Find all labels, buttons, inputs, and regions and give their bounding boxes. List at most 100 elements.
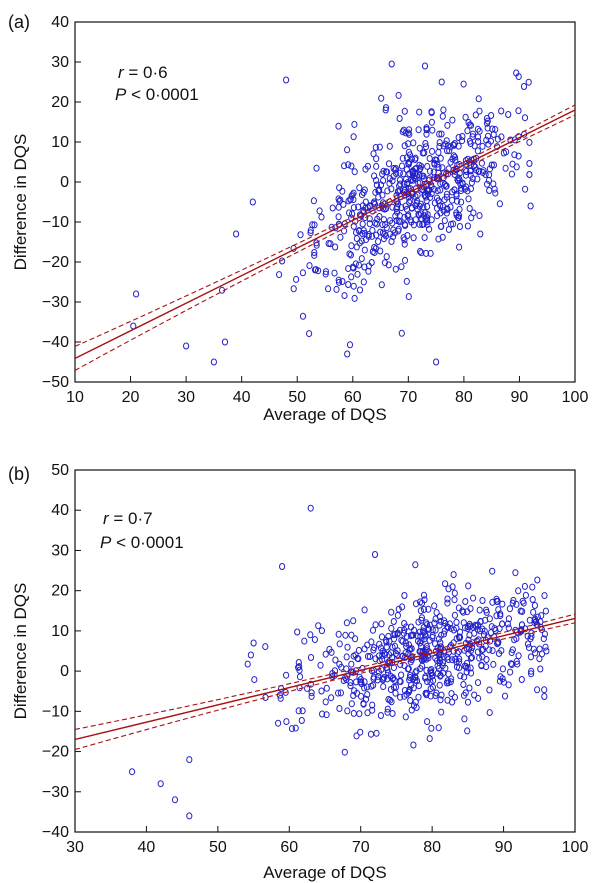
data-point [432,615,439,623]
data-point [322,268,330,276]
data-point [357,728,364,736]
data-point [401,240,408,248]
data-point [443,137,450,145]
data-point [390,618,397,625]
data-point [183,342,190,350]
data-point [247,651,254,659]
data-point [402,222,409,230]
data-point [444,677,451,685]
data-point [323,711,330,719]
data-point [129,768,136,776]
data-point [465,623,472,631]
data-point [492,627,499,634]
data-point [499,665,506,673]
data-point [346,341,354,349]
data-point [497,673,504,681]
data-point [445,670,452,678]
data-point [348,631,355,639]
data-point [383,643,390,651]
data-point [392,166,399,174]
data-point [541,693,548,700]
data-point [421,191,428,199]
data-point [402,202,409,210]
data-point [437,643,444,651]
data-point [390,674,397,682]
data-point [307,504,314,512]
data-point [462,113,469,121]
data-point [512,569,519,577]
data-point [412,698,419,706]
data-point [461,673,468,681]
data-point [484,132,492,140]
data-point [450,571,457,579]
data-point [299,707,306,715]
data-point [429,632,436,640]
data-point [428,118,435,126]
data-point [401,626,408,634]
data-point [419,627,427,635]
data-point [333,285,340,293]
data-point [157,780,164,788]
data-point [467,669,475,677]
data-point [350,133,357,141]
data-point [540,635,547,643]
data-point [388,608,395,616]
data-point [464,187,471,195]
data-point [369,226,376,234]
data-point [528,670,535,678]
data-point [528,632,535,640]
data-point [449,196,456,204]
data-point [420,606,428,613]
data-point [368,638,375,646]
data-point [507,660,515,668]
data-point [449,116,456,124]
data-point [423,124,430,132]
data-point [445,679,452,687]
data-point [469,133,476,141]
data-point [401,654,408,661]
y-tick-label: 0 [60,663,69,680]
data-point [431,160,438,168]
data-point [417,607,424,615]
data-point [422,140,429,147]
data-point [378,94,385,102]
data-point [311,221,318,229]
data-point [418,637,425,645]
data-point [435,724,442,732]
data-point [379,191,386,199]
data-point [397,678,404,686]
data-point [311,251,318,259]
data-point [429,126,436,134]
data-point [279,563,286,570]
data-point [295,707,302,715]
y-tick-label: 30 [51,542,69,559]
data-point [371,551,379,558]
data-point [463,168,470,175]
data-point [387,217,394,225]
data-point [494,135,501,143]
data-point [530,645,537,653]
data-point [428,670,435,677]
data-point [383,253,390,261]
data-point [432,692,439,699]
data-point [380,177,387,185]
data-point [536,655,543,663]
data-point [322,650,329,658]
data-point [485,176,492,184]
data-point [442,580,449,588]
data-point [318,627,325,635]
data-point [133,290,140,298]
data-point [441,217,448,225]
data-point [479,169,486,176]
y-tick-label: 0 [60,174,69,191]
data-point [364,162,371,170]
data-point [542,607,550,615]
data-point [422,143,430,151]
data-point [400,629,407,637]
data-point [541,630,549,638]
data-layer [75,504,575,820]
data-point [423,666,430,674]
data-point [444,121,451,129]
data-point [444,599,451,607]
data-point [451,589,458,597]
